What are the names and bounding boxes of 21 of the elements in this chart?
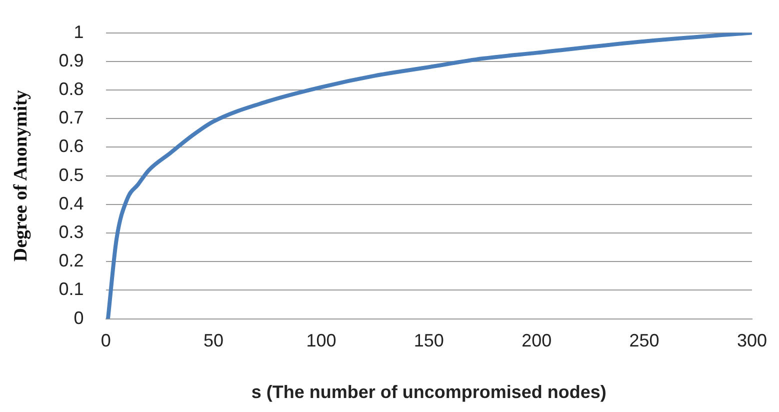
x-axis-title: s (The number of uncompromised nodes) <box>251 382 606 402</box>
y-tick-label: 0.9 <box>58 50 84 70</box>
line-series <box>106 32 752 319</box>
y-tick-label: 0.3 <box>58 222 84 242</box>
y-tick-label: 0.4 <box>58 193 84 214</box>
y-tick-label: 0.7 <box>58 108 84 128</box>
x-tick-label: 200 <box>522 330 552 351</box>
y-axis-title: Degree of Anonymity <box>10 89 32 262</box>
y-tick-label: 0 <box>74 308 84 328</box>
x-tick-label: 0 <box>100 330 111 351</box>
x-tick-label: 300 <box>736 330 768 351</box>
y-tick-label: 0.1 <box>58 279 84 300</box>
y-tick-label: 0.8 <box>58 78 84 99</box>
y-tick-label: 1 <box>74 22 84 42</box>
x-tick-label: 150 <box>414 330 444 351</box>
x-tick-label: 50 <box>204 330 224 351</box>
y-tick-label: 0.5 <box>58 164 84 185</box>
y-tick-label: 0.6 <box>58 136 84 156</box>
x-tick-label: 100 <box>306 330 336 351</box>
x-tick-label: 250 <box>629 330 660 351</box>
y-tick-label: 0.2 <box>58 250 84 271</box>
